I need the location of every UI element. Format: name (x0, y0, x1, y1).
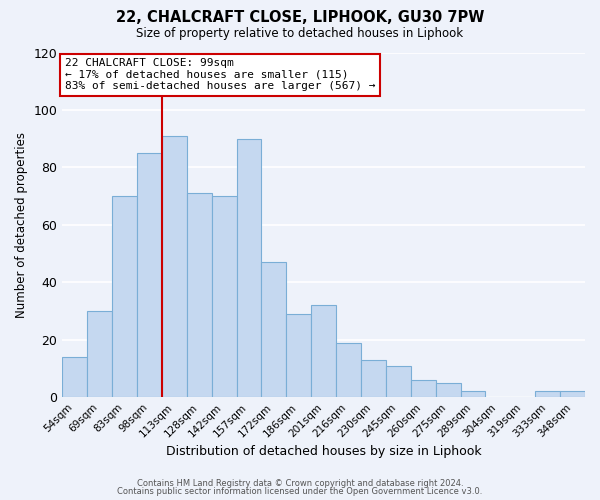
Bar (386, 366, 411, 397)
Bar (535, 392, 560, 397)
Bar (286, 314, 311, 397)
Bar (236, 138, 262, 397)
Bar (411, 380, 436, 397)
Bar (560, 392, 585, 397)
Text: Size of property relative to detached houses in Liphook: Size of property relative to detached ho… (136, 28, 464, 40)
Bar (461, 392, 485, 397)
Text: Contains HM Land Registry data © Crown copyright and database right 2024.: Contains HM Land Registry data © Crown c… (137, 478, 463, 488)
Bar (336, 342, 361, 397)
Bar (162, 136, 187, 397)
Bar (212, 196, 236, 397)
Bar (311, 306, 336, 397)
Bar (361, 360, 386, 397)
Bar (112, 196, 137, 397)
Bar (137, 153, 162, 397)
Bar (87, 311, 112, 397)
Bar (187, 194, 212, 397)
Bar (436, 383, 461, 397)
Text: Contains public sector information licensed under the Open Government Licence v3: Contains public sector information licen… (118, 487, 482, 496)
Text: 22 CHALCRAFT CLOSE: 99sqm
← 17% of detached houses are smaller (115)
83% of semi: 22 CHALCRAFT CLOSE: 99sqm ← 17% of detac… (65, 58, 375, 92)
X-axis label: Distribution of detached houses by size in Liphook: Distribution of detached houses by size … (166, 444, 481, 458)
Text: 22, CHALCRAFT CLOSE, LIPHOOK, GU30 7PW: 22, CHALCRAFT CLOSE, LIPHOOK, GU30 7PW (116, 10, 484, 25)
Y-axis label: Number of detached properties: Number of detached properties (15, 132, 28, 318)
Bar (262, 262, 286, 397)
Bar (62, 357, 87, 397)
